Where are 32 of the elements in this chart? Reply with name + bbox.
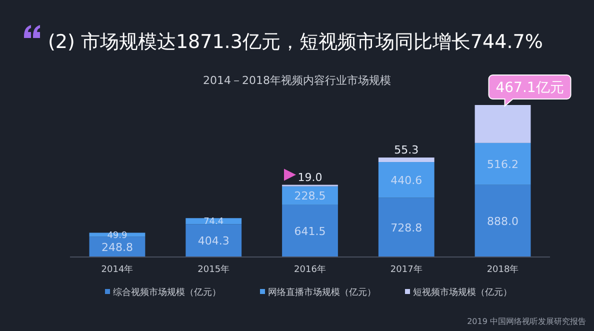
legend-label: 综合视频市场规模（亿元） [113, 287, 221, 298]
x-tick-label: 2014年 [101, 264, 134, 275]
bar [474, 184, 531, 257]
data-label: 641.5 [294, 224, 326, 238]
data-label: 728.8 [390, 221, 422, 234]
bar [378, 162, 434, 198]
bar [474, 142, 531, 185]
data-label: 74.4 [204, 217, 224, 228]
data-label: 55.3 [394, 144, 419, 157]
data-label: 248.8 [101, 240, 133, 254]
chart-subtitle: 2014－2018年视频内容行业市场规模 [203, 74, 391, 87]
data-label: 19.0 [298, 170, 322, 184]
legend-label: 短视频市场规模（亿元） [413, 287, 512, 298]
bar [186, 224, 242, 257]
bar [378, 198, 434, 257]
x-tick-label: 2018年 [486, 264, 519, 275]
data-label: 888.0 [487, 214, 519, 228]
data-label: 49.9 [107, 230, 128, 241]
bar [89, 232, 146, 237]
x-tick-label: 2016年 [294, 264, 326, 275]
bar [282, 204, 338, 257]
x-tick-label: 2015年 [198, 264, 230, 275]
data-label: 467.1亿元 [496, 80, 564, 96]
chart-title: (2) 市场规模达1871.3亿元，短视频市场同比增长744.7% [48, 31, 543, 53]
data-label: 228.5 [294, 190, 326, 203]
data-label: 516.2 [487, 158, 519, 171]
data-label: 440.6 [390, 174, 422, 187]
legend-label: 网络直播市场规模（亿元） [268, 287, 376, 298]
text: 2019 中国网络视听发展研究报告 [467, 317, 586, 326]
x-tick-label: 2017年 [390, 264, 422, 275]
bar [378, 158, 434, 162]
data-label: 404.3 [198, 234, 230, 248]
